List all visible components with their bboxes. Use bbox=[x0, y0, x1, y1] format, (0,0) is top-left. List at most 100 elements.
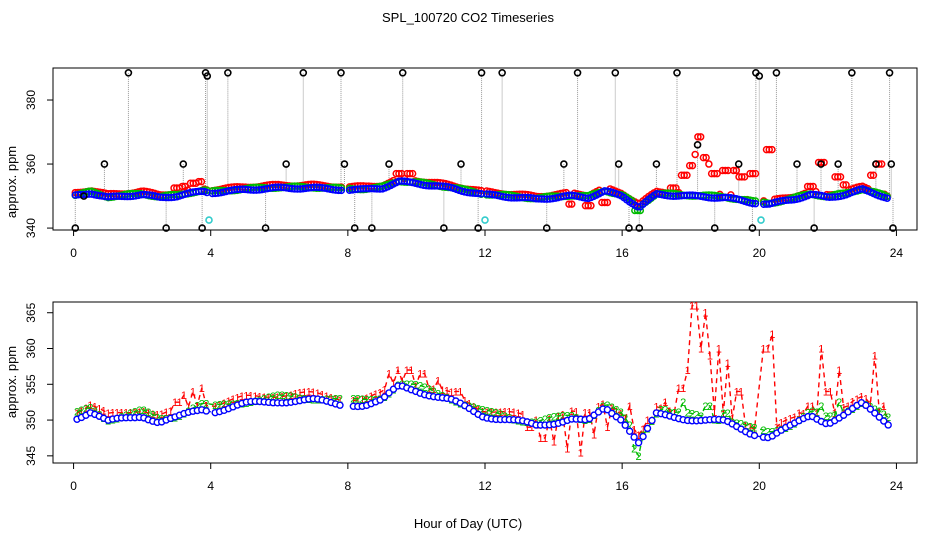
bottom-ytick-label: 345 bbox=[24, 446, 38, 466]
bottom-series-1-point: 1 bbox=[145, 408, 151, 420]
bottom-series-2-point: 2 bbox=[78, 405, 84, 417]
top-red-point bbox=[702, 153, 710, 162]
bottom-series-1-point: 1 bbox=[127, 408, 133, 420]
bottom-series-1-point: 1 bbox=[292, 389, 298, 401]
bottom-series-1-point: 1 bbox=[431, 384, 437, 396]
bottom-series-1-point: 1 bbox=[636, 430, 642, 442]
bottom-series-1-point: 1 bbox=[845, 401, 851, 413]
top-black-point bbox=[652, 160, 661, 168]
bottom-series-1-point: 1 bbox=[185, 402, 191, 414]
top-black-point bbox=[179, 160, 188, 168]
top-red-point bbox=[765, 145, 773, 154]
top-black-point bbox=[474, 224, 482, 232]
top-plot-frame bbox=[52, 67, 918, 231]
bottom-series-1-point: 1 bbox=[497, 407, 503, 419]
bottom-series-2-point: 2 bbox=[809, 406, 815, 418]
bottom-series-2-point: 2 bbox=[136, 405, 142, 417]
bottom-series-1-point: 1 bbox=[760, 344, 766, 356]
bottom-series-2-point: 2 bbox=[885, 412, 891, 424]
bottom-series-1-point: 1 bbox=[734, 386, 740, 398]
bottom-series-2-point: 2 bbox=[83, 404, 89, 416]
bottom-series-1-point: 1 bbox=[141, 407, 147, 419]
bottom-chart-layer: 0 4 8 12 16 20 2434535035536036511111111111111… bbox=[24, 301, 903, 493]
bottom-series-1-point: 1 bbox=[529, 422, 535, 434]
bottom-series-2-point: 2 bbox=[431, 386, 437, 398]
bottom-series-1-point: 1 bbox=[337, 395, 343, 407]
bottom-series-1-point: 1 bbox=[836, 365, 842, 377]
bottom-series-1-point: 1 bbox=[270, 392, 276, 404]
figure-title: SPL_100720 CO2 Timeseries bbox=[382, 10, 554, 25]
bottom-series-1-point: 1 bbox=[279, 392, 285, 404]
bottom-series-1-point: 1 bbox=[301, 387, 307, 399]
bottom-series-1-point: 1 bbox=[533, 415, 539, 427]
bottom-series-1-point: 1 bbox=[787, 414, 793, 426]
bottom-series-1-point: 1 bbox=[644, 415, 650, 427]
top-red-point bbox=[836, 173, 845, 181]
bottom-series-1-point: 1 bbox=[546, 414, 552, 426]
top-red-point bbox=[587, 201, 595, 210]
bottom-series-1-point: 1 bbox=[230, 394, 236, 406]
bottom-series-1-point: 1 bbox=[248, 390, 254, 402]
bottom-series-1-point: 1 bbox=[350, 395, 356, 407]
bottom-series-3-point bbox=[643, 424, 652, 433]
top-blue-point bbox=[749, 199, 757, 208]
bottom-series-1-point: 1 bbox=[114, 407, 120, 419]
bottom-series-1-point: 1 bbox=[306, 387, 312, 399]
top-black-point bbox=[872, 160, 880, 168]
bottom-series-2-point: 2 bbox=[417, 380, 423, 392]
bottom-series-1-point: 1 bbox=[783, 415, 789, 427]
top-black-point bbox=[793, 160, 801, 168]
bottom-series-3-point bbox=[634, 439, 643, 447]
bottom-series-1-point: 1 bbox=[225, 396, 231, 408]
top-black-point bbox=[748, 224, 757, 232]
bottom-series-1-point: 1 bbox=[448, 387, 454, 399]
bottom-series-2-point: 2 bbox=[266, 392, 272, 404]
bottom-series-1-point: 1 bbox=[457, 386, 463, 398]
bottom-series-3-point bbox=[639, 432, 647, 441]
top-black-point bbox=[124, 69, 133, 77]
top-black-point bbox=[198, 224, 206, 232]
bottom-series-1-point: 1 bbox=[395, 365, 401, 377]
bottom-ytick-label: 360 bbox=[24, 338, 38, 358]
bottom-series-1-point: 1 bbox=[778, 418, 784, 430]
bottom-series-1-point: 1 bbox=[381, 385, 387, 397]
bottom-series-1-point: 1 bbox=[564, 444, 570, 456]
bottom-series-2-point: 2 bbox=[542, 414, 548, 426]
bottom-series-1-point: 1 bbox=[154, 410, 160, 422]
bottom-series-2-point: 2 bbox=[132, 406, 138, 418]
bottom-series-2-point: 2 bbox=[564, 410, 570, 422]
bottom-series-2-point: 2 bbox=[836, 397, 842, 409]
bottom-series-1-point: 1 bbox=[587, 407, 593, 419]
bottom-series-1-point: 1 bbox=[355, 395, 361, 407]
bottom-series-1-point: 1 bbox=[662, 397, 668, 409]
bottom-series-2-point: 2 bbox=[814, 407, 820, 419]
bottom-series-1-point: 1 bbox=[439, 385, 445, 397]
bottom-series-2-point: 2 bbox=[275, 390, 281, 402]
top-black-point bbox=[734, 160, 743, 168]
bottom-series-1-point: 1 bbox=[685, 365, 691, 377]
top-xtick-label: 0 bbox=[70, 246, 77, 260]
top-red-point bbox=[768, 145, 776, 154]
bottom-series-2-point: 2 bbox=[881, 409, 887, 421]
top-red-point bbox=[806, 182, 815, 191]
bottom-series-2-point: 2 bbox=[609, 402, 615, 414]
bottom-series-1-point: 1 bbox=[582, 408, 588, 420]
bottom-series-1-point: 1 bbox=[297, 388, 303, 400]
top-ylabel: approx. ppm bbox=[4, 146, 19, 218]
top-black-point bbox=[817, 160, 825, 168]
bottom-series-2-point: 2 bbox=[350, 394, 356, 406]
top-xtick-label: 4 bbox=[207, 246, 214, 260]
bottom-series-1-point: 1 bbox=[332, 394, 338, 406]
top-black-point bbox=[203, 72, 212, 80]
bottom-series-1-point: 1 bbox=[217, 400, 223, 412]
bottom-series-1-point: 1 bbox=[123, 408, 129, 420]
top-red-point bbox=[567, 200, 576, 208]
top-red-point bbox=[699, 153, 708, 162]
bottom-series-1-point: 1 bbox=[136, 407, 142, 419]
bottom-series-1-point: 1 bbox=[537, 433, 543, 445]
bottom-ytick-label: 350 bbox=[24, 410, 38, 430]
bottom-series-1-point: 1 bbox=[769, 329, 775, 341]
top-black-point bbox=[80, 192, 88, 200]
top-red-point bbox=[729, 166, 738, 175]
bottom-series-1-point: 1 bbox=[283, 391, 289, 403]
